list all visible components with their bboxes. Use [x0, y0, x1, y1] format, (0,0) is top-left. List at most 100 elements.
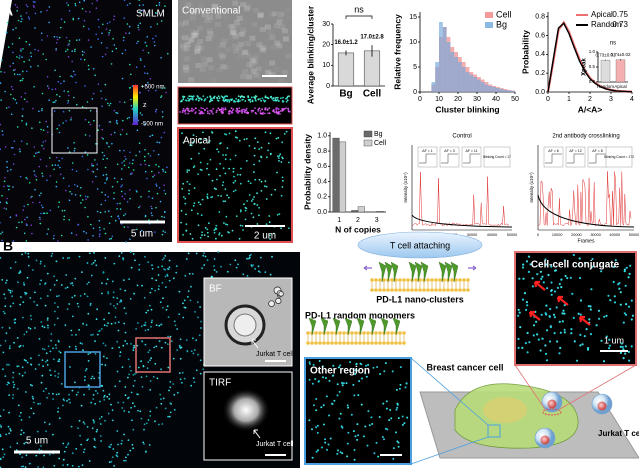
localization — [81, 50, 84, 53]
localization — [208, 100, 211, 103]
inset-step — [567, 153, 584, 164]
legend-swatch — [363, 139, 373, 147]
localization — [220, 142, 222, 144]
localization — [280, 161, 283, 163]
localization — [132, 169, 135, 171]
localization — [8, 394, 11, 396]
localization — [269, 234, 271, 237]
histogram-bar — [446, 42, 451, 92]
localization — [218, 232, 221, 235]
localization — [14, 261, 17, 264]
background-trace — [411, 214, 513, 228]
conventional-image — [178, 0, 292, 83]
localization — [59, 166, 61, 169]
localization — [535, 320, 538, 323]
localization — [202, 107, 205, 110]
localization — [154, 231, 156, 233]
y-tick-label: 0.4 — [535, 51, 545, 58]
localization — [204, 138, 207, 140]
localization — [281, 176, 284, 179]
localization — [123, 307, 126, 309]
red-arrow — [556, 295, 569, 306]
localization — [118, 255, 121, 257]
localization — [199, 372, 202, 375]
localization — [202, 131, 204, 134]
localization — [21, 79, 23, 81]
localization — [282, 96, 284, 99]
localization — [88, 281, 90, 284]
localization — [96, 0, 98, 2]
localization — [178, 372, 181, 374]
localization — [39, 283, 41, 286]
blur-speck — [248, 64, 255, 70]
localization — [186, 180, 189, 183]
localization — [33, 146, 36, 148]
localization — [275, 96, 277, 99]
localization — [175, 265, 178, 267]
x-axis-title: Cluster blinking — [435, 104, 499, 114]
localization — [184, 275, 187, 277]
localization — [139, 112, 142, 114]
localization — [562, 309, 565, 312]
localization — [56, 295, 58, 298]
localization — [13, 73, 16, 75]
localization — [55, 99, 57, 102]
localization — [143, 423, 146, 426]
localization — [147, 89, 150, 92]
localization — [181, 371, 184, 374]
localization — [48, 6, 51, 8]
localization — [132, 374, 135, 376]
localization — [70, 329, 73, 332]
localization — [50, 255, 53, 257]
blur-speck — [274, 23, 281, 29]
localization — [184, 202, 187, 205]
localization — [18, 148, 21, 151]
localization — [544, 344, 547, 347]
localization — [28, 18, 31, 20]
localization — [40, 32, 43, 35]
localization — [68, 393, 70, 396]
localization — [6, 21, 9, 24]
localization — [275, 108, 278, 111]
image-label: Cell-cell conjugate — [531, 260, 620, 271]
localization — [193, 165, 196, 168]
localization — [88, 252, 91, 255]
localization — [3, 312, 6, 315]
localization — [160, 20, 163, 22]
blur-speck — [269, 72, 276, 78]
lipid-head — [462, 278, 466, 282]
lipid-head — [466, 278, 470, 282]
localization — [121, 128, 124, 131]
localization — [157, 288, 160, 291]
localization — [116, 163, 119, 166]
localization — [48, 392, 50, 395]
localization — [148, 230, 151, 233]
localization — [357, 394, 360, 397]
inset-frame — [461, 146, 482, 168]
localization — [547, 273, 550, 277]
localization — [42, 206, 44, 209]
localization — [147, 81, 149, 84]
localization — [129, 238, 131, 240]
localization — [173, 408, 176, 411]
localization — [18, 415, 21, 417]
localization — [4, 375, 7, 377]
localization — [147, 351, 150, 354]
localization — [1, 448, 4, 451]
x-tick-label: 2 — [588, 96, 592, 103]
localization — [119, 351, 122, 354]
localization — [97, 129, 99, 131]
localization — [321, 365, 324, 368]
localization — [204, 227, 207, 229]
localization — [196, 212, 199, 215]
lipid-head — [398, 341, 402, 345]
localization — [588, 318, 591, 321]
localization — [12, 394, 15, 396]
localization — [160, 398, 162, 401]
localization — [264, 185, 266, 188]
localization — [274, 188, 276, 191]
localization — [110, 237, 113, 240]
localization — [149, 380, 152, 382]
localization — [14, 4, 17, 6]
localization — [200, 320, 203, 323]
